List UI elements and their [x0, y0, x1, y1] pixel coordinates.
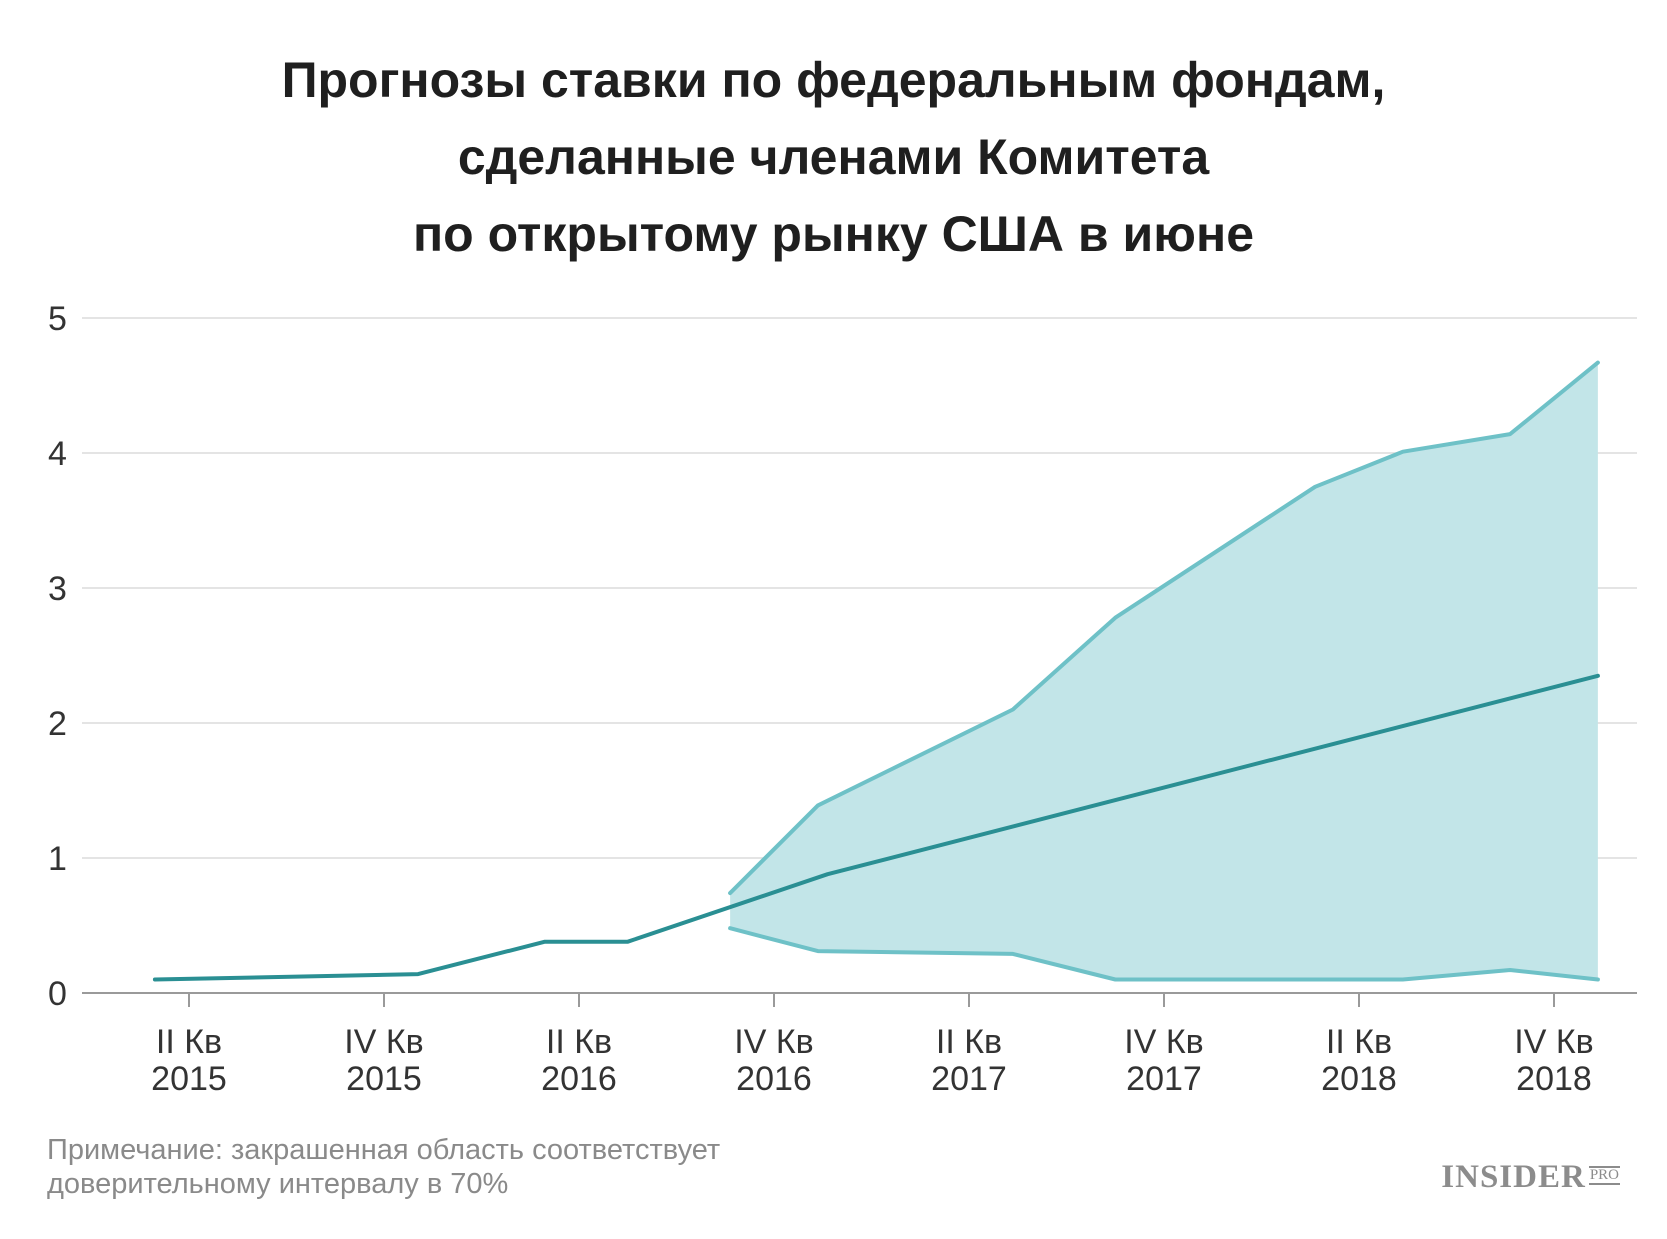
insider-pro-logo: INSIDER PRO [1441, 1160, 1620, 1194]
x-tick-label-quarter: II Кв [936, 1023, 1002, 1061]
y-tick-label: 1 [48, 840, 67, 878]
x-tick-label-quarter: IV Кв [344, 1023, 423, 1061]
logo-subtext: PRO [1588, 1166, 1620, 1185]
series-line-central [152, 673, 1600, 982]
y-tick-label: 5 [48, 300, 67, 338]
x-tick-label-year: 2016 [541, 1060, 617, 1098]
footnote-line: Примечание: закрашенная область соответс… [47, 1134, 721, 1166]
series-line-lower [728, 926, 1600, 982]
x-tick-label-quarter: IV Кв [1124, 1023, 1203, 1061]
confidence-band [730, 362, 1598, 980]
x-tick-label-quarter: IV Кв [1514, 1023, 1593, 1061]
y-tick-label: 2 [48, 705, 67, 743]
x-tick-label-year: 2018 [1321, 1060, 1397, 1098]
x-tick-label-year: 2017 [1126, 1060, 1202, 1098]
chart-title: Прогнозы ставки по федеральным фондам, с… [0, 42, 1667, 273]
title-line: Прогнозы ставки по федеральным фондам, [281, 52, 1386, 108]
y-tick-label: 0 [48, 975, 67, 1013]
x-tick-label-year: 2018 [1516, 1060, 1592, 1098]
x-tick-label-quarter: II Кв [156, 1023, 222, 1061]
series-line-upper [728, 360, 1600, 896]
logo-wordmark: INSIDER [1441, 1159, 1586, 1195]
title-line: сделанные членами Комитета [457, 129, 1210, 185]
footnote: Примечание: закрашенная область соответс… [47, 1133, 720, 1201]
series-lines [152, 360, 1600, 982]
x-tick-label-quarter: II Кв [1326, 1023, 1392, 1061]
confidence-band-area [730, 362, 1598, 980]
x-tick-label-year: 2017 [931, 1060, 1007, 1098]
x-tick-label-quarter: II Кв [546, 1023, 612, 1061]
x-tick-label-quarter: IV Кв [734, 1023, 813, 1061]
x-tick-label-year: 2016 [736, 1060, 812, 1098]
x-tick-label-year: 2015 [346, 1060, 422, 1098]
y-tick-label: 3 [48, 570, 67, 608]
x-tick-label-year: 2015 [151, 1060, 227, 1098]
title-line: по открытому рынку США в июне [412, 206, 1254, 262]
footnote-line: доверительному интервалу в 70% [47, 1168, 509, 1200]
y-tick-label: 4 [48, 435, 67, 473]
